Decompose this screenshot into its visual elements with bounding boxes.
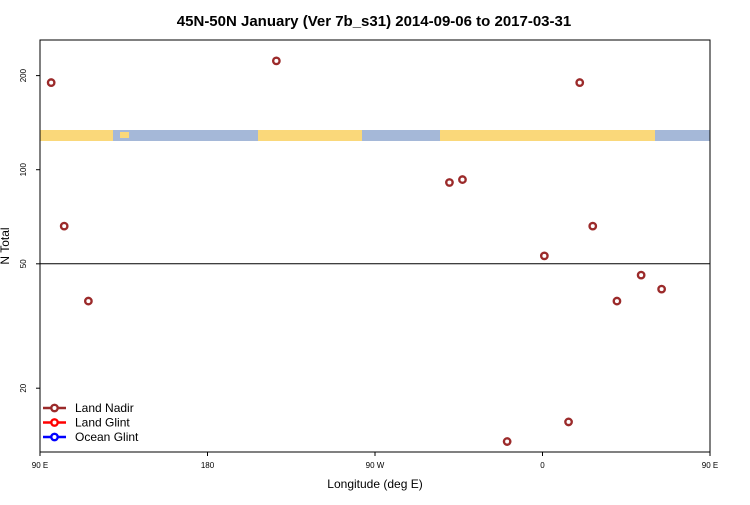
data-point: [564, 417, 573, 427]
y-tick-label: 50: [19, 259, 28, 268]
x-axis-label: Longitude (deg E): [327, 477, 422, 491]
data-point: [271, 56, 281, 66]
legend-label: Land Glint: [75, 416, 130, 430]
x-tick-label: 90 E: [702, 461, 718, 470]
data-point: [458, 175, 467, 184]
x-tick-label: 90 E: [32, 461, 48, 470]
data-point: [83, 296, 93, 306]
map-island: [352, 132, 358, 138]
x-tick-label: 0: [540, 461, 545, 470]
y-tick-label: 20: [19, 383, 28, 392]
legend-marker: [50, 418, 59, 427]
data-point: [588, 221, 598, 231]
map-land: [40, 130, 113, 141]
map-island: [120, 132, 129, 138]
plot-frame: [39, 39, 711, 453]
legend-marker: [50, 432, 59, 442]
data-point: [59, 221, 69, 231]
map-ocean: [40, 130, 710, 141]
x-tick-label: 180: [201, 461, 215, 470]
y-tick-label: 100: [19, 162, 28, 176]
x-tick-label: 90 W: [366, 461, 385, 470]
data-point: [539, 251, 549, 261]
data-point: [46, 78, 56, 87]
data-point: [575, 78, 585, 87]
x-axis: 90 E 180 90 W 0 90 E: [32, 452, 718, 470]
legend-marker: [50, 403, 59, 413]
data-point: [636, 270, 646, 280]
data-point: [612, 296, 622, 306]
map-land: [440, 130, 655, 141]
data-point: [502, 437, 512, 446]
legend-label: Ocean Glint: [75, 430, 139, 444]
chart-title: 45N-50N January (Ver 7b_s31) 2014-09-06 …: [177, 13, 571, 30]
y-axis-label: N Total: [0, 227, 12, 264]
data-points: [46, 56, 667, 446]
map-land: [258, 130, 362, 141]
data-point: [445, 178, 454, 187]
legend-label: Land Nadir: [75, 401, 134, 415]
y-axis: 20 50 100 200: [19, 68, 40, 393]
data-point: [657, 284, 667, 294]
map-island: [489, 132, 496, 138]
map-island: [334, 132, 340, 138]
map-band: [40, 130, 710, 141]
map-island: [519, 132, 531, 138]
y-tick-label: 200: [19, 68, 28, 82]
